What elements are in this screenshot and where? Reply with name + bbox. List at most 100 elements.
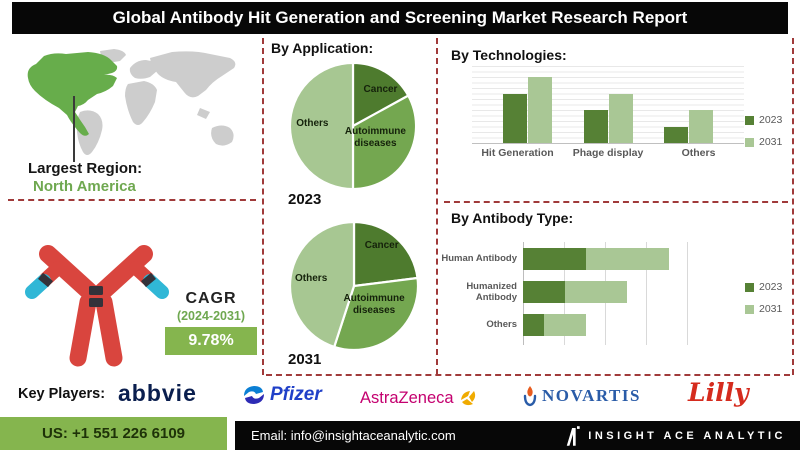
map-north-america — [27, 52, 118, 136]
category-label: Human Antibody — [441, 253, 517, 265]
logo-pfizer: Pfizer — [242, 383, 322, 407]
legend-label-2023: 2023 — [759, 281, 783, 293]
category-label: Humanized Antibody — [466, 280, 517, 303]
stacked-bar — [523, 248, 670, 270]
logo-novartis: NOVARTIS — [522, 385, 641, 407]
segment-2031 — [543, 314, 586, 336]
cagr-block: CAGR (2024-2031) 9.78% — [165, 290, 257, 355]
antibody-type-bar-rows: Human Antibody Humanized Antibody Others — [439, 248, 739, 347]
technologies-category-labels: Hit Generation Phage display Others — [472, 147, 744, 159]
stacked-bar-row-others: Others — [439, 314, 739, 336]
region-pointer-line — [73, 96, 75, 162]
category-label: Phage display — [572, 147, 644, 159]
segment-2031 — [564, 281, 628, 303]
pie1-label-autoimmune: Autoimmune diseases — [344, 126, 406, 149]
bar-2031-others — [688, 110, 713, 143]
pie2-label-cancer: Cancer — [364, 240, 399, 252]
stacked-bar — [523, 281, 628, 303]
section-title-application: By Application: — [271, 40, 374, 56]
abbvie-wordmark: abbvie — [118, 380, 197, 406]
astrazeneca-swirl-icon — [460, 391, 475, 406]
report-title: Global Antibody Hit Generation and Scree… — [112, 8, 688, 27]
map-asia — [150, 51, 236, 98]
logo-lilly: Lilly — [688, 378, 749, 407]
technologies-legend: 2023 2031 — [745, 114, 782, 158]
segment-2023 — [523, 314, 544, 336]
pie2-label-autoimmune: Autoimmune diseases — [343, 292, 405, 316]
bar-group-hit-generation — [503, 77, 553, 143]
legend-item-2023: 2023 — [745, 114, 782, 126]
phone-number: US: +1 551 226 6109 — [41, 425, 186, 442]
pie2-year-label: 2031 — [288, 351, 322, 368]
map-europe — [129, 60, 159, 79]
world-map-svg — [27, 49, 236, 155]
largest-region-label: Largest Region: — [28, 160, 143, 177]
legend-swatch-2023 — [745, 282, 754, 292]
largest-region-value: North America — [33, 178, 136, 195]
map-australia — [211, 125, 234, 146]
novartis-wordmark: NOVARTIS — [542, 386, 641, 405]
segment-2031 — [585, 248, 670, 270]
lilly-wordmark: Lilly — [688, 378, 749, 407]
legend-swatch-2031 — [745, 304, 754, 314]
legend-swatch-2023 — [745, 115, 754, 125]
category-label: Hit Generation — [481, 147, 554, 159]
cagr-value-badge: 9.78% — [165, 327, 257, 355]
section-title-antibody-type: By Antibody Type: — [451, 210, 574, 226]
world-map — [14, 48, 262, 171]
logo-astrazeneca: AstraZeneca — [360, 388, 478, 408]
map-africa — [125, 81, 157, 125]
divider-vertical-1 — [262, 38, 264, 375]
segment-2023 — [523, 248, 586, 270]
pfizer-wordmark: Pfizer — [270, 384, 322, 405]
cagr-period: (2024-2031) — [176, 309, 246, 323]
novartis-flame-icon — [523, 386, 537, 407]
bar-group-others — [663, 110, 713, 143]
section-title-technologies: By Technologies: — [451, 47, 567, 63]
bar-2031-hit-generation — [528, 77, 553, 143]
legend-label-2031: 2031 — [759, 303, 783, 315]
pie-chart-2031: Cancer Autoimmune diseases Others — [287, 219, 421, 353]
technologies-bar-plot — [472, 66, 744, 144]
phone-badge: US: +1 551 226 6109 — [0, 417, 227, 450]
legend-item-2031: 2031 — [745, 136, 782, 148]
legend-label-2031: 2031 — [759, 136, 783, 148]
legend-item-2023: 2023 — [745, 281, 782, 293]
pfizer-swirl-icon — [244, 386, 264, 404]
bar-2023-others — [663, 126, 688, 143]
astrazeneca-wordmark: AstraZeneca — [360, 388, 454, 407]
legend-swatch-2031 — [745, 137, 754, 147]
stacked-bar — [523, 314, 586, 336]
stacked-bar-row-human-antibody: Human Antibody — [439, 248, 739, 270]
report-title-bar: Global Antibody Hit Generation and Scree… — [12, 2, 788, 34]
category-label: Others — [681, 147, 716, 159]
map-south-america — [76, 110, 103, 155]
bar-2023-hit-generation — [503, 93, 528, 143]
pie2-label-others: Others — [295, 272, 328, 284]
divider-vertical-2 — [436, 38, 438, 375]
map-sea-islands — [197, 108, 210, 119]
divider-horizontal-bottom — [266, 374, 790, 376]
footer-bar: Email: info@insightaceanalytic.com INSIG… — [235, 421, 800, 450]
pie1-year-label: 2023 — [288, 191, 322, 208]
bar-2023-phage-display — [583, 110, 608, 143]
brand-name: INSIGHT ACE ANALYTIC — [588, 429, 786, 442]
pie1-label-cancer: Cancer — [363, 83, 398, 95]
insightace-logo-icon — [567, 425, 580, 446]
antibody-icon — [12, 230, 182, 380]
brand-block: INSIGHT ACE ANALYTIC — [565, 425, 786, 447]
divider-vertical-3 — [792, 38, 794, 375]
bar-group-phage-display — [583, 93, 633, 143]
divider-horizontal-left — [8, 199, 256, 201]
cagr-label: CAGR — [185, 290, 237, 307]
pie1-label-others: Others — [296, 118, 329, 130]
legend-item-2031: 2031 — [745, 303, 782, 315]
category-label: Others — [486, 319, 517, 331]
email-text: Email: info@insightaceanalytic.com — [251, 428, 456, 443]
bar-2031-phage-display — [608, 93, 633, 143]
divider-horizontal-right — [444, 201, 788, 203]
segment-2023 — [523, 281, 565, 303]
stacked-bar-row-humanized-antibody: Humanized Antibody — [439, 281, 739, 303]
pie-chart-2023: Cancer Autoimmune diseases Others — [287, 60, 419, 192]
